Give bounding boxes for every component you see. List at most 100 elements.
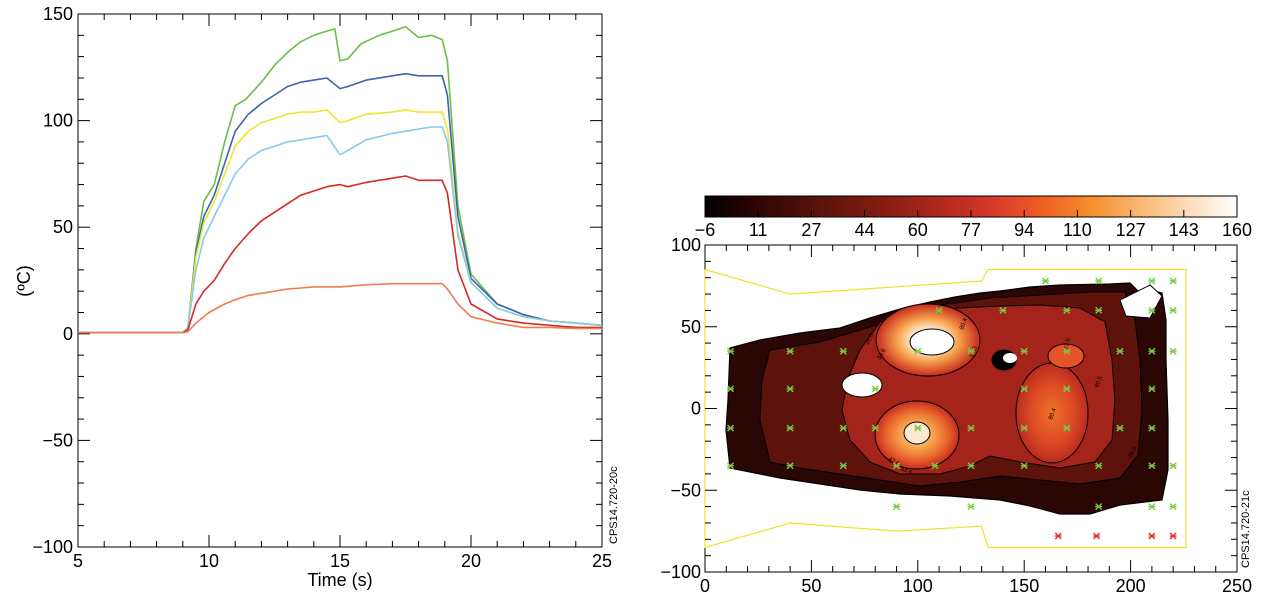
series-line-2	[78, 72, 602, 334]
y-axis-title: (ºC)	[14, 265, 34, 297]
y-tick-label: −50	[42, 430, 73, 450]
colorbar-tick-label: 44	[855, 220, 875, 240]
sensor-marker	[727, 424, 735, 432]
series-line-1	[78, 25, 602, 334]
contour-label: 26.6	[1128, 445, 1139, 459]
sensor-marker	[1169, 462, 1177, 470]
contour-map: −6 11 27 44 60 77 94 110 127 143 160 26.633.680.41…	[660, 195, 1252, 596]
sensor-marker	[1148, 424, 1156, 432]
map-x-tick-label: 200	[1116, 576, 1146, 596]
hotspot-right-upper	[1047, 343, 1085, 369]
contour-label: 80.4	[959, 317, 969, 331]
series-line-5	[78, 175, 602, 334]
map-x-tick-label: 100	[903, 576, 933, 596]
sensor-marker	[893, 462, 901, 470]
sensor-marker	[1020, 347, 1028, 355]
sensor-marker	[1169, 277, 1177, 285]
cold-spot-a-core	[1003, 353, 1017, 363]
x-tick-label: 20	[461, 551, 481, 571]
x-tick-label: 15	[330, 551, 350, 571]
sensor-marker	[1148, 306, 1156, 314]
sensor-marker	[786, 424, 794, 432]
map-y-tick-label: −100	[660, 562, 701, 582]
sensor-marker	[914, 424, 922, 432]
sensor-marker	[1148, 385, 1156, 393]
sensor-marker	[967, 424, 975, 432]
sensor-marker	[1148, 503, 1156, 511]
sensor-marker	[1116, 424, 1124, 432]
tick-labels: 5 10 15 20 25 −100 −50 0 50 100 150	[32, 4, 612, 571]
sensor-marker	[1095, 277, 1103, 285]
sensor-marker	[1020, 424, 1028, 432]
sensor-marker	[1041, 277, 1049, 285]
void-left	[841, 372, 883, 398]
figure-id-label: CPS14.720-20c	[608, 466, 620, 544]
map-y-tick-label: −50	[670, 480, 701, 500]
map-y-tick-label: 100	[671, 235, 701, 255]
sensor-marker	[839, 462, 847, 470]
sensor-marker	[786, 385, 794, 393]
sensor-marker-red	[1169, 532, 1177, 540]
sensor-marker	[1063, 424, 1071, 432]
plot-frame	[77, 13, 603, 548]
y-tick-label: 150	[43, 4, 73, 24]
tick-marks	[77, 13, 603, 548]
sensor-marker	[999, 306, 1007, 314]
x-tick-label: 25	[592, 551, 612, 571]
sensor-markers	[727, 277, 1177, 540]
map-x-tick-label: 150	[1009, 576, 1039, 596]
hotspot-lower-core	[903, 421, 931, 445]
sensor-marker	[1095, 306, 1103, 314]
sensor-marker-red	[1093, 532, 1101, 540]
x-axis-title: Time (s)	[307, 570, 372, 590]
map-x-tick-label: 250	[1222, 576, 1252, 596]
colorbar-tick-label: 60	[908, 220, 928, 240]
sensor-marker	[1148, 347, 1156, 355]
contour-label: 47.6	[887, 457, 901, 468]
contour-label: 33.6	[877, 347, 888, 361]
thermal-field: 26.633.680.417.547.633.480.427.560.526.6	[725, 282, 1169, 515]
colorbar-tick-label: −6	[695, 220, 716, 240]
contour-label: 26.6	[865, 332, 876, 346]
map-x-tick-label: 0	[700, 576, 710, 596]
colorbar-tick-label: 143	[1169, 220, 1199, 240]
map-tick-marks	[704, 244, 1238, 573]
boundary-outline	[704, 268, 1187, 549]
sensor-marker	[1020, 385, 1028, 393]
map-figure-id-label: CPS14.720-21c	[1240, 490, 1252, 568]
sensor-marker	[967, 462, 975, 470]
sensor-marker	[967, 347, 975, 355]
y-tick-label: −100	[32, 537, 73, 557]
colorbar-tick-label: 11	[749, 220, 768, 240]
map-y-tick-label: 0	[691, 399, 701, 419]
series-line-4	[78, 126, 602, 334]
sensor-marker	[893, 503, 901, 511]
sensor-marker	[1095, 462, 1103, 470]
sensor-marker	[1148, 462, 1156, 470]
colorbar-tick-label: 27	[801, 220, 821, 240]
sensor-marker-red	[1054, 532, 1062, 540]
colorbar-ticks	[704, 210, 1238, 217]
series-lines	[78, 25, 602, 334]
sensor-marker	[786, 347, 794, 355]
sensor-marker-red	[1148, 532, 1156, 540]
sensor-marker	[1169, 503, 1177, 511]
x-tick-label: 10	[199, 551, 219, 571]
sensor-marker	[727, 347, 735, 355]
y-tick-label: 100	[43, 111, 73, 131]
sensor-marker	[871, 385, 879, 393]
y-tick-label: 50	[53, 217, 73, 237]
colorbar-tick-label: 110	[1063, 220, 1092, 240]
sensor-marker	[1063, 347, 1071, 355]
y-tick-label: 0	[63, 324, 73, 344]
colorbar-tick-label: 127	[1116, 220, 1146, 240]
sensor-marker	[727, 385, 735, 393]
colorbar-tick-label: 94	[1014, 220, 1034, 240]
sensor-marker	[1095, 503, 1103, 511]
sensor-marker	[1020, 462, 1028, 470]
sensor-marker	[967, 503, 975, 511]
sensor-marker	[786, 462, 794, 470]
contour-label: 60.5	[1094, 375, 1104, 389]
